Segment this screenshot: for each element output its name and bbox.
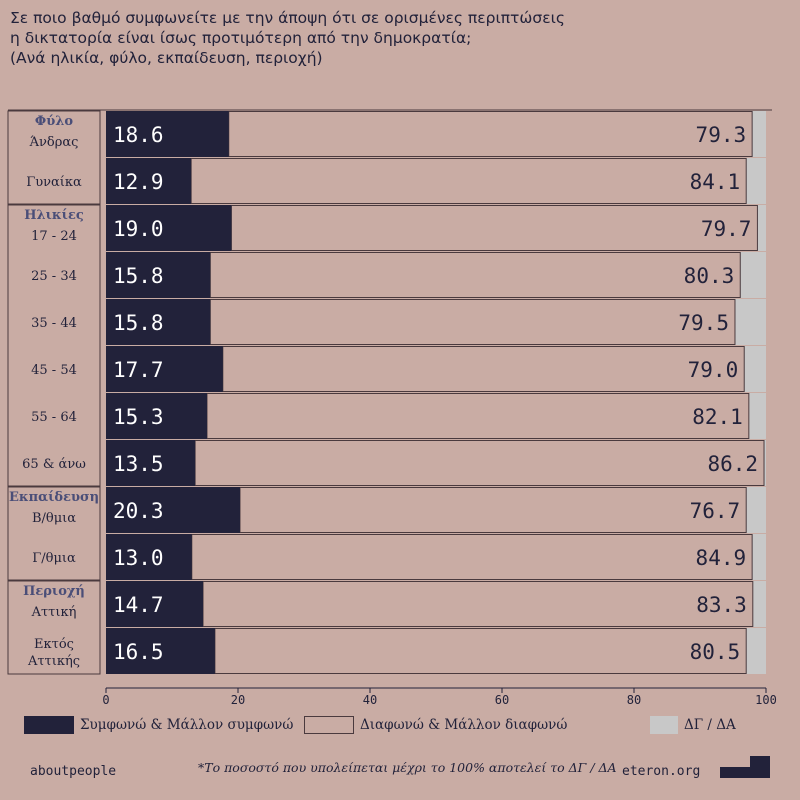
bar-agree bbox=[106, 111, 229, 157]
bar-agree-label: 15.8 bbox=[113, 311, 164, 335]
bar-disagree-label: 79.7 bbox=[701, 217, 752, 241]
bar-agree-label: 13.5 bbox=[113, 452, 164, 476]
bar-agree-label: 20.3 bbox=[113, 499, 164, 523]
group-box bbox=[7, 486, 101, 581]
bar-disagree-label: 76.7 bbox=[690, 499, 741, 523]
bar-disagree bbox=[194, 440, 765, 486]
category-label: 25 - 34 bbox=[31, 269, 77, 284]
bar-disagree bbox=[191, 534, 753, 580]
x-tick-label: 80 bbox=[627, 693, 641, 707]
bar-agree-label: 12.9 bbox=[113, 170, 164, 194]
category-label: Γυναίκα bbox=[26, 175, 82, 190]
bar-agree bbox=[106, 487, 240, 533]
bar-disagree-label: 82.1 bbox=[692, 405, 743, 429]
category-label: Αττική bbox=[31, 605, 77, 620]
bar-disagree bbox=[239, 487, 747, 533]
group-label: Ηλικίες bbox=[24, 208, 84, 223]
legend-item-dk: ΔΓ / ΔΑ bbox=[650, 716, 736, 734]
bar-disagree bbox=[206, 393, 750, 439]
legend-item-disagree: Διαφωνώ & Μάλλον διαφωνώ bbox=[304, 716, 567, 734]
bar-agree-label: 17.7 bbox=[113, 358, 164, 382]
category-label: Β/θμια bbox=[32, 511, 76, 526]
bar-disagree-label: 79.3 bbox=[696, 123, 747, 147]
category-label: 35 - 44 bbox=[31, 316, 77, 331]
bar-disagree bbox=[190, 158, 747, 204]
bar-disagree-label: 80.3 bbox=[684, 264, 735, 288]
legend-item-agree: Συμφωνώ & Μάλλον συμφωνώ bbox=[24, 716, 293, 734]
bar-agree bbox=[106, 440, 196, 486]
eteron-logo-icon bbox=[720, 756, 770, 778]
title-line-3: (Ανά ηλικία, φύλο, εκπαίδευση, περιοχή) bbox=[10, 49, 323, 67]
footer-brand-aboutpeople: aboutpeople bbox=[30, 764, 117, 779]
bar-agree bbox=[106, 252, 211, 298]
x-tick-label: 60 bbox=[495, 693, 509, 707]
legend-swatch-dk bbox=[650, 716, 678, 734]
x-tick-label: 100 bbox=[755, 693, 777, 707]
bar-agree bbox=[106, 534, 192, 580]
legend-swatch-agree bbox=[24, 716, 74, 734]
bar-agree bbox=[106, 346, 223, 392]
group-label: Περιοχή bbox=[23, 584, 85, 599]
bar-disagree-label: 80.5 bbox=[690, 640, 741, 664]
group-box bbox=[7, 110, 101, 205]
footnote: *Το ποσοστό που υπολείπεται μέχρι το 100… bbox=[198, 760, 617, 775]
chart-title: Σε ποιο βαθμό συμφωνείτε με την άποψη ότ… bbox=[10, 8, 790, 68]
bar-disagree bbox=[214, 628, 747, 674]
bar-disagree-label: 79.0 bbox=[688, 358, 739, 382]
bar-disagree-label: 83.3 bbox=[696, 593, 747, 617]
bar-disagree-label: 79.5 bbox=[678, 311, 729, 335]
bar-disagree-label: 86.2 bbox=[707, 452, 758, 476]
legend-label-disagree: Διαφωνώ & Μάλλον διαφωνώ bbox=[360, 717, 568, 733]
bar-agree bbox=[106, 205, 232, 251]
group-label: Φύλο bbox=[35, 114, 73, 129]
bar-disagree bbox=[209, 299, 736, 345]
bar-disagree bbox=[228, 111, 753, 157]
group-label: Εκπαίδευση bbox=[9, 490, 99, 505]
legend-label-dk: ΔΓ / ΔΑ bbox=[684, 717, 736, 733]
category-label: Εκτός bbox=[34, 637, 74, 652]
legend: Συμφωνώ & Μάλλον συμφωνώ Διαφωνώ & Μάλλο… bbox=[0, 716, 800, 740]
bar-disagree-label: 84.9 bbox=[696, 546, 747, 570]
category-label: Άνδρας bbox=[29, 135, 79, 150]
x-tick-label: 40 bbox=[363, 693, 377, 707]
bar-agree-label: 15.3 bbox=[113, 405, 164, 429]
bar-agree-label: 18.6 bbox=[113, 123, 164, 147]
bar-agree bbox=[106, 393, 207, 439]
bar-agree bbox=[106, 158, 192, 204]
bar-agree bbox=[106, 299, 211, 345]
legend-label-agree: Συμφωνώ & Μάλλον συμφωνώ bbox=[80, 717, 294, 733]
bar-agree-label: 15.8 bbox=[113, 264, 164, 288]
bar-disagree bbox=[209, 252, 741, 298]
title-line-2: η δικτατορία είναι ίσως προτιμότερη από … bbox=[10, 29, 472, 47]
footer-brand-eteron: eteron.org bbox=[622, 764, 701, 779]
bar-disagree bbox=[230, 205, 758, 251]
bar-agree bbox=[106, 628, 215, 674]
bar-agree bbox=[106, 581, 204, 627]
category-label: Αττικής bbox=[27, 654, 80, 669]
bar-agree-label: 19.0 bbox=[113, 217, 164, 241]
title-line-1: Σε ποιο βαθμό συμφωνείτε με την άποψη ότ… bbox=[10, 9, 565, 27]
category-label: 55 - 64 bbox=[31, 410, 77, 425]
legend-swatch-disagree bbox=[304, 716, 354, 734]
group-box bbox=[7, 204, 101, 487]
category-label: Γ/θμια bbox=[32, 551, 76, 566]
bar-agree-label: 13.0 bbox=[113, 546, 164, 570]
bar-disagree bbox=[202, 581, 754, 627]
bar-agree-label: 14.7 bbox=[113, 593, 164, 617]
group-box bbox=[7, 580, 101, 675]
x-tick-label: 20 bbox=[231, 693, 245, 707]
bar-disagree-label: 84.1 bbox=[690, 170, 741, 194]
x-tick-label: 0 bbox=[102, 693, 109, 707]
category-label: 17 - 24 bbox=[31, 229, 77, 244]
bar-agree-label: 16.5 bbox=[113, 640, 164, 664]
category-label: 45 - 54 bbox=[31, 363, 77, 378]
category-label: 65 & άνω bbox=[22, 457, 86, 472]
bar-disagree bbox=[222, 346, 745, 392]
